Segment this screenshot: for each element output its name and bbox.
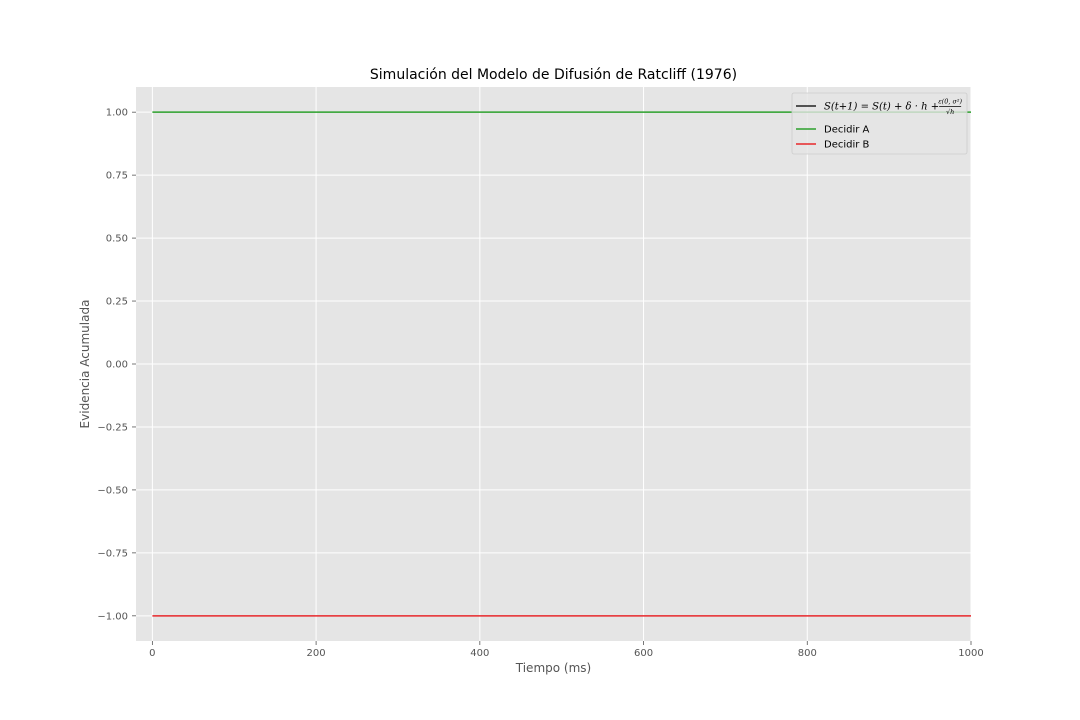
y-tick-label: 0.50 <box>106 234 128 245</box>
x-tick-label: 200 <box>307 648 326 659</box>
y-tick-label: −0.75 <box>97 548 128 559</box>
y-tick-label: −0.25 <box>97 422 128 433</box>
legend-formula-numerator: ε(0, σ²) <box>938 98 962 106</box>
x-tick-label: 800 <box>798 648 817 659</box>
legend: S(t+1) = S(t) + δ · h + ε(0, σ²) √h Deci… <box>791 92 968 155</box>
legend-formula-denominator: √h <box>946 108 954 116</box>
y-tick-label: 1.00 <box>106 108 128 119</box>
y-axis-label: Evidencia Acumulada <box>78 300 92 429</box>
x-axis-label: Tiempo (ms) <box>515 661 591 675</box>
x-tick-label: 1000 <box>958 648 983 659</box>
legend-box <box>791 92 968 155</box>
x-tick-label: 400 <box>470 648 489 659</box>
legend-entry-formula: S(t+1) = S(t) + δ · h + ε(0, σ²) √h <box>824 98 963 117</box>
chart-title: Simulación del Modelo de Difusión de Rat… <box>370 67 737 83</box>
y-tick-label: 0.75 <box>106 171 128 182</box>
x-tick-label: 600 <box>634 648 653 659</box>
legend-label-decidir-b: Decidir B <box>824 140 870 151</box>
x-tick-label: 0 <box>149 648 155 659</box>
legend-label-decidir-a: Decidir A <box>824 125 870 136</box>
legend-formula-lhs: S(t+1) = S(t) + δ · h + <box>824 102 939 113</box>
y-tick-label: 0.25 <box>106 297 128 308</box>
y-tick-label: 0.00 <box>106 360 128 371</box>
y-tick-label: −0.50 <box>97 485 128 496</box>
tick-labels: 0 200 400 600 800 1000 1.00 0.75 0.50 0.25 0.00 −0.… <box>97 108 983 659</box>
y-tick-label: −1.00 <box>97 611 128 622</box>
